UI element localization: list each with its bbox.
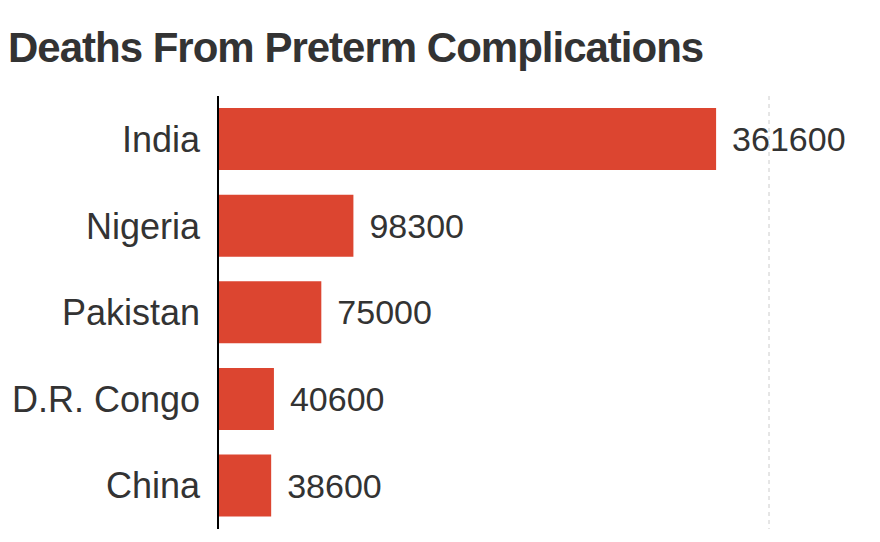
svg-text:98300: 98300 bbox=[369, 207, 464, 245]
svg-text:75000: 75000 bbox=[337, 293, 432, 331]
svg-text:Nigeria: Nigeria bbox=[86, 206, 201, 247]
svg-text:Pakistan: Pakistan bbox=[62, 292, 200, 333]
svg-text:D.R. Congo: D.R. Congo bbox=[12, 379, 200, 420]
svg-text:China: China bbox=[106, 465, 201, 506]
svg-text:40600: 40600 bbox=[290, 380, 385, 418]
svg-text:38600: 38600 bbox=[287, 467, 382, 505]
svg-text:India: India bbox=[122, 119, 201, 160]
svg-text:361600: 361600 bbox=[732, 120, 845, 158]
html-text:Deaths From Preterm Complicati: Deaths From Preterm Complications bbox=[8, 24, 704, 71]
